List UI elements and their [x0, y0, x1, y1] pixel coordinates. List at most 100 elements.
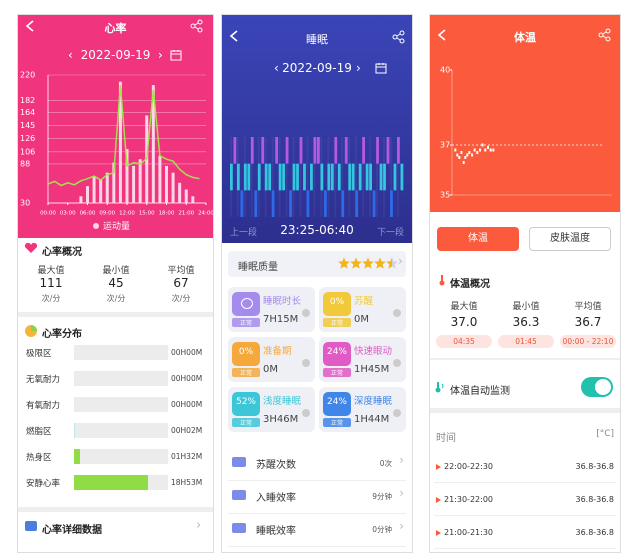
stat-card: 正常 睡眠时长 7H15M — [228, 287, 315, 332]
temp-point — [481, 143, 484, 147]
stripe — [341, 137, 344, 217]
activity-bar — [184, 189, 188, 203]
stat-label: 平均值 — [167, 266, 195, 276]
stripe — [306, 137, 309, 217]
next-day[interactable]: › — [158, 48, 163, 62]
back-button[interactable] — [228, 29, 240, 43]
sleep-stage — [257, 163, 261, 191]
info-dot — [302, 409, 310, 417]
stat-badge: 0% — [232, 342, 260, 366]
divider — [430, 408, 620, 413]
x-tick-label: 06:00 — [80, 211, 96, 217]
prev-day[interactable]: ‹ — [274, 61, 279, 75]
sleep-stage — [247, 163, 251, 191]
stat-status: 正常 — [323, 318, 351, 327]
temp-point — [454, 148, 457, 152]
y-tick-label: 40 — [440, 66, 450, 75]
row-value: 9分钟 — [372, 492, 392, 501]
sleep-stage — [261, 137, 265, 164]
temp-point — [466, 153, 469, 157]
sleep-stage — [236, 163, 240, 191]
calendar-button[interactable] — [375, 62, 387, 74]
y-tick-label: 126 — [20, 134, 35, 143]
sleep-stage — [317, 137, 320, 164]
stat-label: 最大值 — [37, 266, 65, 276]
stripe — [250, 137, 253, 217]
activity-bar — [132, 165, 136, 203]
sleep-stage — [254, 190, 258, 217]
row-label: 入睡效率 — [256, 493, 296, 504]
x-tick-label: 12:00 — [119, 211, 135, 217]
stat-unit: 次/分 — [106, 294, 126, 303]
stat-label: 快速眼动 — [354, 346, 393, 357]
y-tick-label: 145 — [20, 121, 35, 130]
prev-day[interactable]: ‹ — [68, 48, 73, 62]
stat-time: 01:45 — [498, 335, 554, 348]
share-button[interactable] — [598, 28, 612, 42]
zone-time: 18H53M — [171, 478, 203, 487]
sleep-stage — [243, 163, 247, 191]
activity-bar — [165, 165, 168, 203]
back-button[interactable] — [436, 28, 448, 42]
heart-rate-line — [47, 85, 200, 187]
x-tick-label: 18:00 — [159, 211, 175, 217]
y-tick-label: 164 — [20, 108, 35, 117]
temp-screen: 体温 35 37 40 体温 皮肤温度 体温概况 最大值 37.0 04:35 最小值 36… — [429, 14, 621, 553]
prev-segment[interactable]: 上一段 — [230, 228, 258, 238]
row-label: 苏醒次数 — [256, 460, 296, 471]
stripe — [397, 137, 399, 217]
monitor-toggle[interactable] — [580, 376, 614, 398]
activity-bar — [118, 81, 122, 203]
next-day[interactable]: › — [356, 61, 361, 75]
heart-chart: 220 182 164 145 126 106 88 30 00:00 03:00 06:00 09:… — [20, 71, 213, 217]
sleep-stage — [369, 163, 372, 191]
calendar-button[interactable] — [170, 49, 182, 61]
row-value: 0次 — [379, 459, 392, 468]
chevron: › — [399, 486, 404, 500]
section-title: 心率概况 — [42, 247, 82, 258]
rating-stars — [338, 257, 398, 269]
stripe — [376, 137, 378, 217]
sleep-stage — [390, 190, 393, 217]
info-dot — [393, 309, 401, 317]
stat-status: 正常 — [232, 318, 260, 327]
sleep-stage — [348, 163, 352, 191]
stat-value: 0M — [354, 314, 369, 325]
stat-status: 正常 — [323, 368, 351, 377]
stat-badge: 0% — [323, 292, 351, 316]
detail-icon — [25, 521, 37, 531]
temp-icon — [439, 275, 445, 286]
activity-bar — [138, 159, 142, 203]
detail-link[interactable]: 心率详细数据 — [42, 525, 102, 536]
quality-row — [228, 251, 406, 277]
divider — [18, 312, 213, 317]
temp-header — [430, 15, 620, 212]
y-tick-label: 182 — [20, 96, 35, 105]
chevron: › — [399, 519, 404, 533]
sleep-stage — [393, 163, 397, 191]
tab[interactable]: 皮肤温度 — [529, 227, 611, 251]
tab-active[interactable]: 体温 — [437, 227, 519, 251]
temp-point — [489, 148, 492, 152]
stat-label: 浅度睡眠 — [263, 396, 302, 407]
table-header: [°C] — [596, 429, 614, 439]
sleep-screen: 睡眠 ‹ 2022-09-19 › 上一段 23:25-06:40 下一段 睡眠… — [221, 14, 413, 553]
info-dot — [393, 359, 401, 367]
zone-track — [74, 475, 168, 490]
zone-label: 燃脂区 — [26, 427, 52, 437]
y-tick-label: 88 — [20, 159, 30, 168]
sleep-stage — [268, 163, 272, 191]
stat-badge — [232, 292, 260, 316]
stat-value: 3H46M — [263, 414, 299, 425]
back-button[interactable] — [24, 19, 36, 33]
y-tick-label: 220 — [20, 71, 35, 80]
share-button[interactable] — [392, 30, 406, 44]
x-tick-label: 03:00 — [60, 211, 76, 217]
stripe — [334, 137, 337, 217]
row-time: 21:00-21:30 — [444, 528, 493, 537]
next-segment[interactable]: 下一段 — [376, 228, 404, 238]
temp-point — [484, 148, 487, 152]
activity-bar — [79, 196, 83, 203]
share-button[interactable] — [190, 19, 204, 33]
zone-label: 安静心率 — [26, 479, 61, 489]
